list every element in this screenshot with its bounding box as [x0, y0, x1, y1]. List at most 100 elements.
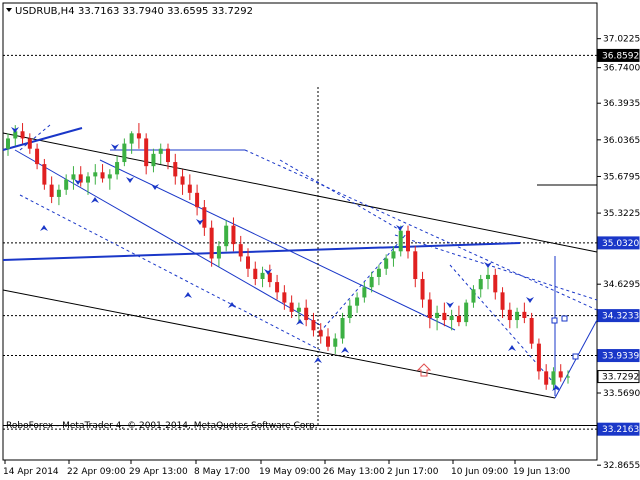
candle-body — [100, 172, 105, 179]
wave-arrow-icon — [196, 219, 204, 225]
candle-body — [355, 297, 360, 306]
candle-body — [420, 279, 425, 300]
candle-body — [238, 244, 243, 257]
candle-body — [376, 268, 381, 277]
candle-body — [326, 336, 330, 347]
candle-body — [209, 227, 214, 259]
candle-body — [180, 176, 185, 185]
candle-body — [151, 153, 156, 167]
trendline-11 — [319, 231, 409, 333]
candle-body — [311, 320, 316, 331]
candle-body — [456, 315, 461, 323]
wave-arrow-icon — [91, 197, 99, 203]
candle-body — [398, 230, 403, 252]
wave-arrow-icon — [446, 302, 454, 308]
y-tick-label: 36.0365 — [603, 136, 640, 146]
y-tick-label: 36.7400 — [603, 64, 640, 74]
wave-arrow-icon — [126, 177, 134, 183]
wave-arrow-icon — [484, 262, 492, 268]
x-tick-label: 8 May 17:00 — [194, 467, 250, 477]
level-badge: 33.9339 — [597, 349, 640, 363]
x-tick-label: 19 May 09:00 — [259, 467, 321, 477]
level-badge: 33.2163 — [597, 422, 640, 436]
candle-body — [391, 251, 396, 259]
candle-body — [333, 338, 338, 347]
candle-body — [413, 251, 418, 280]
trendline-2 — [2, 242, 521, 261]
candle-body — [500, 292, 505, 310]
y-tick-label: 33.5690 — [603, 389, 640, 399]
candle-body — [86, 176, 90, 183]
candle-body — [493, 274, 498, 293]
wave-arrow-icon — [526, 297, 534, 303]
level-badge: 33.7292 — [597, 370, 640, 384]
candle-body — [78, 174, 83, 183]
wave-arrow-icon — [151, 184, 159, 190]
candle-body — [115, 162, 120, 175]
trendline-6 — [99, 159, 456, 331]
wave-arrow-icon — [184, 292, 192, 298]
candle-body — [406, 230, 410, 252]
candle-body — [384, 258, 389, 269]
candle-body — [471, 289, 476, 303]
candle-body — [216, 246, 221, 259]
level-badge-box — [597, 422, 640, 436]
candle-body — [442, 312, 447, 321]
candle-body — [13, 131, 18, 139]
candle-body — [369, 276, 374, 288]
candle-body — [144, 138, 149, 167]
candle-body — [20, 131, 25, 139]
x-tick-label: 26 May 13:00 — [323, 467, 385, 477]
candle-body — [347, 305, 352, 318]
analysis-lines — [2, 54, 598, 430]
level-badge: 34.3233 — [597, 309, 640, 323]
wave-arrow-icon — [40, 225, 48, 231]
wave-arrow-icon — [264, 269, 272, 275]
y-tick-label: 32.8655 — [603, 461, 640, 471]
trendline-1 — [2, 289, 556, 399]
candle-body — [522, 311, 527, 318]
candle-body — [56, 189, 61, 197]
target-square — [551, 317, 558, 324]
collapse-triangle-icon[interactable] — [6, 8, 12, 12]
candle-body — [71, 174, 76, 180]
x-tick-label: 10 Jun 09:00 — [451, 467, 508, 477]
wave-arrow-icon — [314, 357, 322, 363]
candle-body — [122, 143, 127, 163]
wave-arrow-icon — [508, 345, 516, 351]
candle-body — [362, 287, 367, 298]
trendline-12 — [449, 264, 561, 391]
x-tick-label: 29 Apr 13:00 — [129, 467, 188, 477]
candle-body — [449, 315, 454, 321]
candle-body — [35, 148, 40, 165]
trendline-10 — [394, 234, 598, 301]
trendline-8 — [19, 194, 321, 351]
x-tick-label: 2 Jun 17:00 — [387, 467, 439, 477]
level-badge-label: 33.7292 — [602, 373, 639, 383]
wave-arrow-icon — [396, 225, 404, 231]
level-badge-box — [597, 349, 640, 363]
level-badge-box — [597, 236, 640, 250]
trendline-3 — [2, 127, 83, 151]
level-badge-label: 36.8592 — [602, 51, 639, 61]
candle-body — [253, 268, 258, 280]
level-badge-box — [597, 309, 640, 323]
candle-body — [202, 207, 207, 228]
candle-body — [42, 164, 47, 185]
target-square — [561, 315, 568, 322]
candle-body — [246, 256, 250, 269]
y-tick-label: 37.4425 — [603, 0, 640, 2]
candle-body — [515, 311, 520, 321]
candle-body — [267, 272, 272, 283]
trendline-9 — [279, 159, 401, 231]
candle-body — [282, 292, 287, 303]
candle-body — [49, 184, 54, 197]
candle-body — [6, 138, 10, 149]
candle-body — [566, 376, 570, 378]
candle-body — [536, 343, 541, 372]
x-tick-label: 14 Apr 2014 — [3, 467, 59, 477]
candle-body — [107, 174, 112, 179]
wave-arrows — [11, 127, 579, 391]
x-tick-label: 19 Jun 13:00 — [513, 467, 570, 477]
